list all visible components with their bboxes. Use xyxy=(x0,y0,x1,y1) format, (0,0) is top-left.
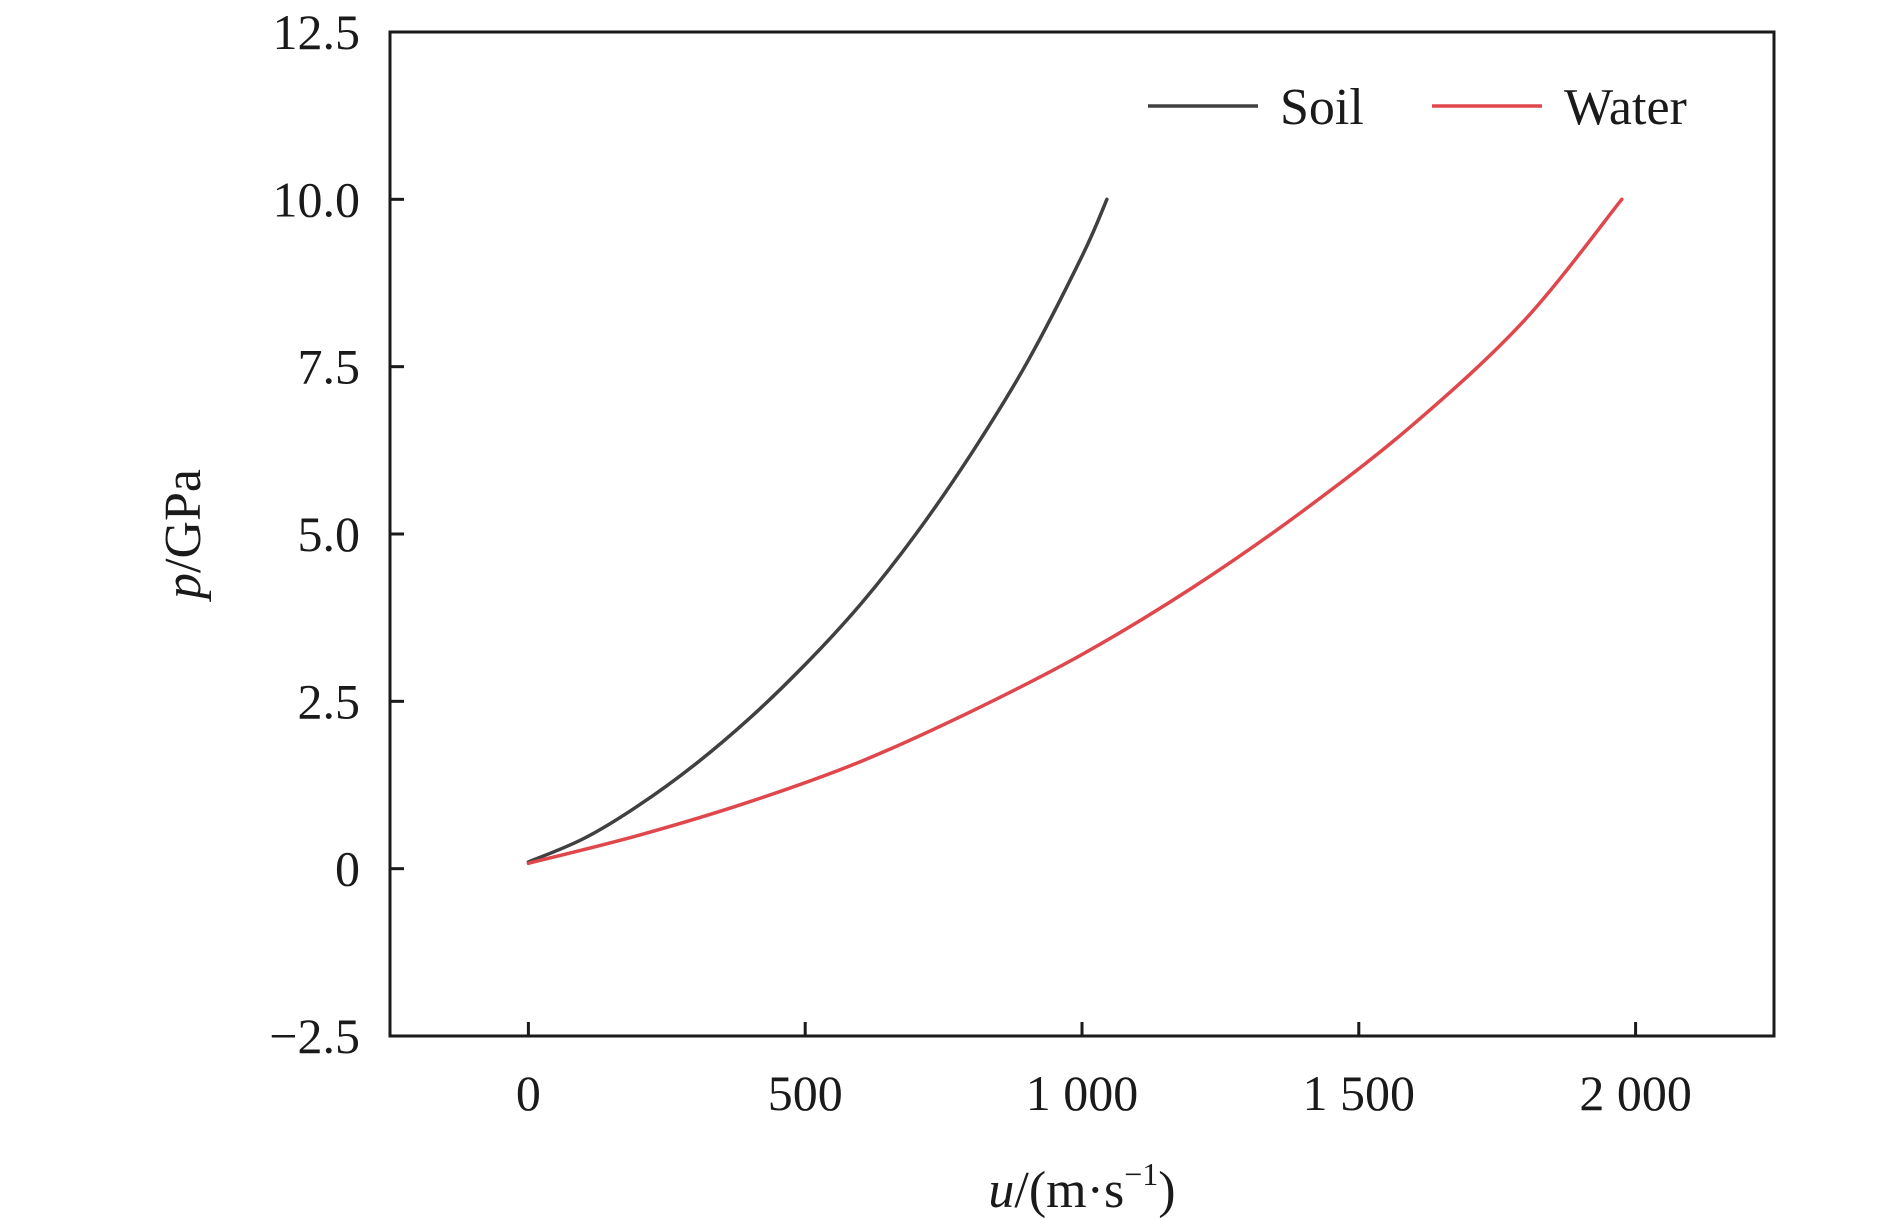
y-axis-label: p/GPa xyxy=(155,469,212,603)
series-group xyxy=(526,197,1624,866)
y-tick-label: 5.0 xyxy=(298,506,361,562)
x-tick-label: 1 500 xyxy=(1303,1065,1416,1121)
x-axis-label-sup: −1 xyxy=(1124,1156,1158,1192)
x-tick-label: 500 xyxy=(768,1065,843,1121)
x-tick-label: 2 000 xyxy=(1579,1065,1692,1121)
legend: Soil Water xyxy=(1148,79,1687,136)
legend-label-soil: Soil xyxy=(1280,79,1364,136)
axis-ticks: 0 500 1 000 1 500 2 000 −2.5 0 2.5 5.0 7.5 10.0 12.… xyxy=(269,4,1692,1121)
y-axis-label-var: p xyxy=(155,573,212,603)
x-axis-label: u/(m·s−1) xyxy=(988,1156,1175,1219)
x-tick-label: 0 xyxy=(516,1065,541,1121)
x-axis-label-var: u xyxy=(988,1162,1014,1219)
y-tick-label: 7.5 xyxy=(298,339,361,395)
y-tick-label: 2.5 xyxy=(298,673,361,729)
x-tick-label: 1 000 xyxy=(1026,1065,1139,1121)
x-axis-label-close: ) xyxy=(1158,1162,1175,1219)
y-tick-label: 0 xyxy=(335,841,360,897)
series-line-water xyxy=(526,197,1624,866)
legend-label-water: Water xyxy=(1564,79,1687,136)
y-tick-label: 12.5 xyxy=(273,4,361,60)
x-axis-label-unit: /(m·s xyxy=(1014,1162,1124,1219)
plot-frame xyxy=(388,30,1776,1038)
y-axis-label-unit: /GPa xyxy=(155,469,212,573)
y-tick-label: −2.5 xyxy=(269,1008,360,1064)
series-line-soil xyxy=(526,197,1109,864)
y-tick-label: 10.0 xyxy=(273,171,361,227)
